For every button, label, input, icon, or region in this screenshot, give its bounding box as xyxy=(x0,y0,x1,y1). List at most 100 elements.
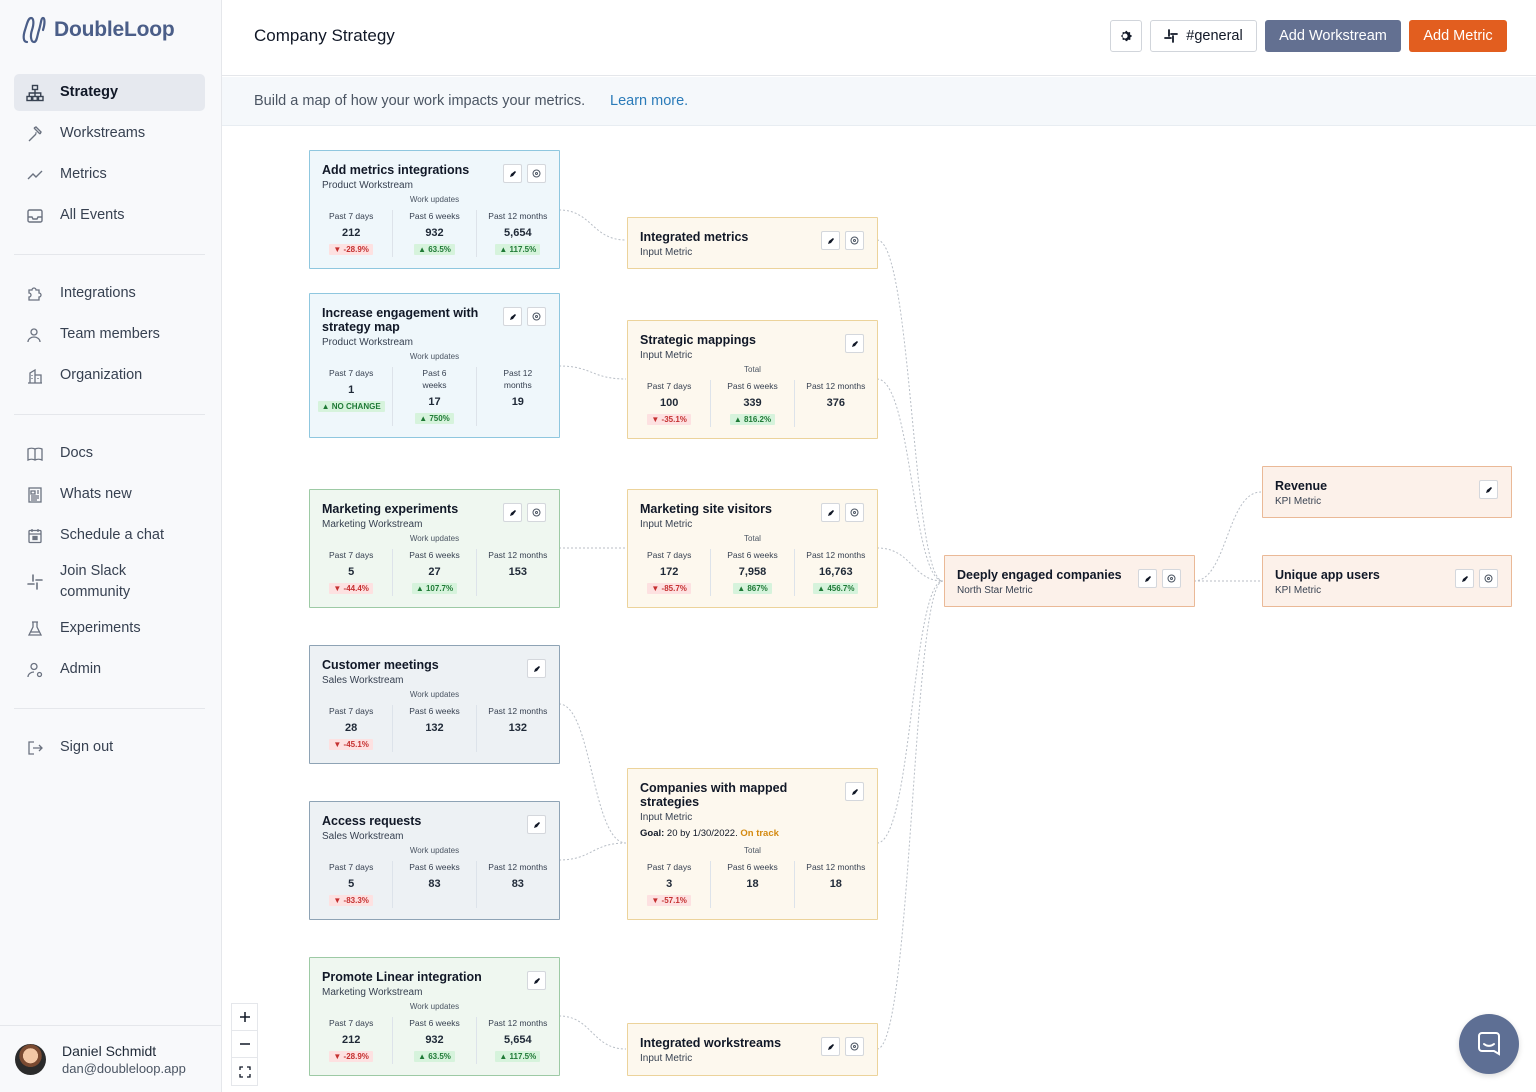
edit-button[interactable] xyxy=(821,231,840,250)
stat: Past 7 days 100 ▼ -35.1% xyxy=(628,380,710,427)
sidebar-item-team-members[interactable]: Team members xyxy=(14,316,205,353)
trend-badge: ▼ -85.7% xyxy=(647,583,691,594)
sidebar-item-whats-new[interactable]: Whats new xyxy=(14,476,205,513)
minus-icon xyxy=(239,1043,250,1045)
stat-value: 932 xyxy=(425,1034,444,1046)
goal-line: Goal: 20 by 1/30/2022. On track xyxy=(640,828,779,839)
workstream-card[interactable]: Increase engagement with strategy map Pr… xyxy=(309,293,560,438)
badge-value: 750% xyxy=(429,414,450,423)
trend-badge: ▲ 107.7% xyxy=(411,583,458,594)
add-metric-button[interactable]: Add Metric xyxy=(1409,20,1507,52)
stat-label: Past 6 weeks xyxy=(422,368,447,390)
sidebar-item-metrics[interactable]: Metrics xyxy=(14,156,205,193)
card-type: Sales Workstream xyxy=(322,675,404,686)
kpi-card[interactable]: Revenue KPI Metric xyxy=(1262,466,1512,518)
settings-button[interactable] xyxy=(1110,20,1142,52)
edit-button[interactable] xyxy=(527,971,546,990)
sidebar-item-workstreams[interactable]: Workstreams xyxy=(14,115,205,152)
edit-button[interactable] xyxy=(845,334,864,353)
metric-card[interactable]: Integrated metrics Input Metric xyxy=(627,217,878,269)
stat-value: 376 xyxy=(826,397,845,409)
sidebar-item-experiments[interactable]: Experiments xyxy=(14,610,205,647)
edit-button[interactable] xyxy=(821,503,840,522)
newspaper-icon xyxy=(28,486,42,503)
card-type: KPI Metric xyxy=(1275,585,1322,596)
metric-card[interactable]: Companies with mapped strategies Input M… xyxy=(627,768,878,920)
north-star-card[interactable]: Deeply engaged companies North Star Metr… xyxy=(944,555,1195,607)
metric-card[interactable]: Integrated workstreams Input Metric xyxy=(627,1023,878,1076)
stat-label: Past 12 months xyxy=(806,550,866,560)
card-type: Product Workstream xyxy=(322,180,413,191)
badge-value: 63.5% xyxy=(428,1052,451,1061)
learn-more-link[interactable]: Learn more. xyxy=(610,93,689,109)
edit-button[interactable] xyxy=(821,1037,840,1056)
workstream-card[interactable]: Promote Linear integration Marketing Wor… xyxy=(309,957,560,1076)
sidebar-item-schedule-a-chat[interactable]: Schedule a chat xyxy=(14,517,205,554)
sidebar-item-docs[interactable]: Docs xyxy=(14,435,205,472)
zoom-out-button[interactable] xyxy=(232,1031,257,1058)
metric-card[interactable]: Marketing site visitors Input Metric Tot… xyxy=(627,489,878,608)
pencil-icon xyxy=(851,340,858,347)
sidebar-item-admin[interactable]: Admin xyxy=(14,651,205,688)
target-button[interactable] xyxy=(1479,569,1498,588)
logo[interactable]: DoubleLoop xyxy=(22,16,175,44)
sidebar-item-sign-out[interactable]: Sign out xyxy=(14,729,205,766)
sidebar-item-all-events[interactable]: All Events xyxy=(14,197,205,234)
sidebar-item-label: Workstreams xyxy=(60,125,146,141)
sidebar-item-join-slack-community[interactable]: Join Slack community xyxy=(14,558,205,606)
user-profile[interactable]: Daniel Schmidt dan@doubleloop.app xyxy=(0,1025,221,1092)
hammer-icon xyxy=(28,125,42,141)
edit-button[interactable] xyxy=(1455,569,1474,588)
edge xyxy=(558,365,627,380)
sidebar: DoubleLoop Strategy Workstreams Metrics … xyxy=(0,0,222,1092)
slack-channel-button[interactable]: #general xyxy=(1150,20,1257,52)
card-title: Increase engagement with strategy map xyxy=(322,306,479,334)
workstream-card[interactable]: Marketing experiments Marketing Workstre… xyxy=(309,489,560,608)
workstream-card[interactable]: Access requests Sales Workstream Work up… xyxy=(309,801,560,920)
target-button[interactable] xyxy=(1162,569,1181,588)
card-title: Revenue xyxy=(1275,479,1328,493)
add-workstream-button[interactable]: Add Workstream xyxy=(1265,20,1401,52)
edit-button[interactable] xyxy=(503,307,522,326)
sidebar-item-integrations[interactable]: Integrations xyxy=(14,275,205,312)
badge-value: NO CHANGE xyxy=(331,402,381,411)
target-button[interactable] xyxy=(845,503,864,522)
sidebar-item-organization[interactable]: Organization xyxy=(14,357,205,394)
target-button[interactable] xyxy=(527,307,546,326)
stat-value: 3 xyxy=(666,878,673,890)
stat: Past 12 months 132 xyxy=(475,705,559,752)
edit-button[interactable] xyxy=(1479,480,1498,499)
target-button[interactable] xyxy=(845,1037,864,1056)
zoom-in-button[interactable] xyxy=(232,1004,257,1031)
chat-launcher-button[interactable] xyxy=(1459,1014,1519,1074)
fit-view-button[interactable] xyxy=(232,1058,257,1085)
sidebar-item-strategy[interactable]: Strategy xyxy=(14,74,205,111)
edge xyxy=(558,703,627,844)
metric-card[interactable]: Strategic mappings Input Metric Total Pa… xyxy=(627,320,878,439)
card-title: Deeply engaged companies xyxy=(957,568,1122,582)
edit-button[interactable] xyxy=(527,815,546,834)
stat-label: Past 7 days xyxy=(646,381,692,391)
kpi-card[interactable]: Unique app users KPI Metric xyxy=(1262,555,1512,607)
stat-value: 19 xyxy=(511,396,524,408)
edit-button[interactable] xyxy=(527,659,546,678)
edit-button[interactable] xyxy=(503,503,522,522)
sidebar-item-label: Whats new xyxy=(60,486,132,502)
stat: Past 7 days 212 ▼ -28.9% xyxy=(310,1017,392,1064)
edit-button[interactable] xyxy=(845,782,864,801)
edit-button[interactable] xyxy=(503,164,522,183)
zoom-controls xyxy=(231,1003,258,1086)
target-button[interactable] xyxy=(527,503,546,522)
workstream-card[interactable]: Customer meetings Sales Workstream Work … xyxy=(309,645,560,764)
edit-button[interactable] xyxy=(1138,569,1157,588)
target-button[interactable] xyxy=(527,164,546,183)
strategy-canvas[interactable]: Add metrics integrations Product Workstr… xyxy=(222,126,1536,1092)
banner-text: Build a map of how your work impacts you… xyxy=(254,93,586,109)
sidebar-item-label: All Events xyxy=(60,207,125,223)
stat-label: Past 6 weeks xyxy=(409,211,460,221)
stat-value: 18 xyxy=(746,878,759,890)
target-button[interactable] xyxy=(845,231,864,250)
workstream-card[interactable]: Add metrics integrations Product Workstr… xyxy=(309,150,560,269)
stat: Past 7 days 212 ▼ -28.9% xyxy=(310,210,392,257)
badge-value: -28.9% xyxy=(343,1052,369,1061)
